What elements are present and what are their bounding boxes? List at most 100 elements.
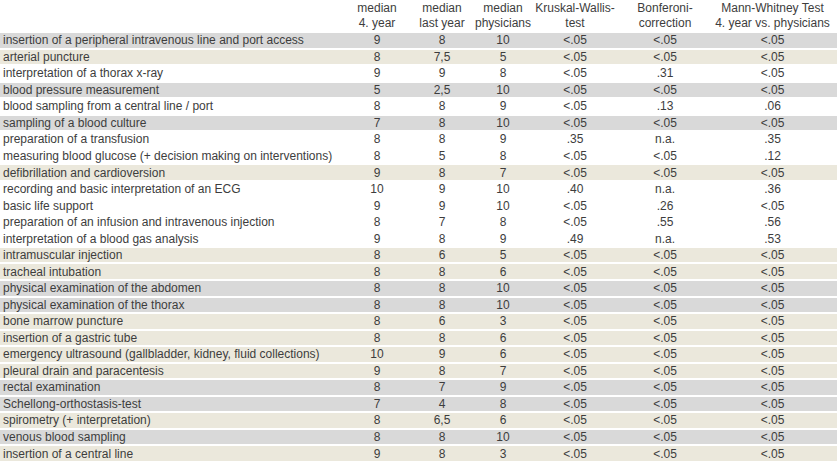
cell-bonferoni: <.05: [622, 397, 708, 411]
cell-median-last-year: 8: [406, 33, 478, 47]
cell-kruskal-wallis: <.05: [528, 50, 622, 64]
procedure-name: blood pressure measurement: [0, 83, 348, 97]
table-row: preparation of an infusion and intraveno…: [0, 215, 837, 232]
table-row: pleural drain and paracentesis 9 8 7 <.0…: [0, 364, 837, 381]
procedure-name: physical examination of the thorax: [0, 298, 348, 312]
cell-median-last-year: 8: [406, 331, 478, 345]
cell-bonferoni: <.05: [622, 380, 708, 394]
table-row: interpretation of a blood gas analysis 9…: [0, 231, 837, 248]
header-line2: last year: [419, 16, 464, 31]
cell-mann-whitney: <.05: [708, 66, 837, 80]
header-line1: median: [357, 1, 396, 16]
procedure-name: rectal examination: [0, 380, 348, 394]
cell-bonferoni: <.05: [622, 265, 708, 279]
table-row: insertion of a peripheral intravenous li…: [0, 33, 837, 50]
cell-median-4-year: 8: [348, 298, 406, 312]
cell-median-physicians: 10: [478, 182, 528, 196]
cell-kruskal-wallis: <.05: [528, 298, 622, 312]
cell-median-4-year: 8: [348, 50, 406, 64]
header-line1: Mann-Whitney Test: [721, 1, 824, 16]
table-row: basic life support 9 9 10 <.05 .26 <.05: [0, 198, 837, 215]
cell-median-last-year: 8: [406, 232, 478, 246]
cell-median-last-year: 8: [406, 132, 478, 146]
table-row: arterial puncture 8 7,5 5 <.05 <.05 <.05: [0, 50, 837, 67]
cell-median-physicians: 7: [478, 364, 528, 378]
procedure-name: insertion of a peripheral intravenous li…: [0, 33, 348, 47]
cell-median-4-year: 8: [348, 215, 406, 229]
cell-median-last-year: 9: [406, 182, 478, 196]
cell-median-last-year: 5: [406, 149, 478, 163]
cell-median-4-year: 7: [348, 116, 406, 130]
cell-mann-whitney: <.05: [708, 331, 837, 345]
cell-median-physicians: 8: [478, 397, 528, 411]
cell-median-4-year: 10: [348, 182, 406, 196]
cell-bonferoni: <.05: [622, 116, 708, 130]
cell-kruskal-wallis: <.05: [528, 380, 622, 394]
cell-median-last-year: 6: [406, 248, 478, 262]
cell-median-last-year: 7,5: [406, 50, 478, 64]
cell-median-physicians: 9: [478, 232, 528, 246]
cell-bonferoni: <.05: [622, 347, 708, 361]
cell-median-last-year: 8: [406, 281, 478, 295]
cell-kruskal-wallis: .35: [528, 132, 622, 146]
cell-kruskal-wallis: <.05: [528, 281, 622, 295]
cell-kruskal-wallis: <.05: [528, 347, 622, 361]
table-row: insertion of a gastric tube 8 8 6 <.05 <…: [0, 331, 837, 348]
table-row: blood pressure measurement 5 2,5 10 <.05…: [0, 83, 837, 100]
cell-median-4-year: 8: [348, 413, 406, 427]
header-line1: median: [422, 1, 461, 16]
procedure-name: sampling of a blood culture: [0, 116, 348, 130]
cell-median-4-year: 9: [348, 166, 406, 180]
cell-median-4-year: 8: [348, 430, 406, 444]
cell-median-physicians: 8: [478, 66, 528, 80]
cell-bonferoni: <.05: [622, 166, 708, 180]
cell-mann-whitney: <.05: [708, 281, 837, 295]
cell-median-last-year: 6: [406, 314, 478, 328]
cell-median-physicians: 6: [478, 331, 528, 345]
cell-median-physicians: 3: [478, 447, 528, 461]
cell-mann-whitney: <.05: [708, 314, 837, 328]
cell-median-physicians: 9: [478, 132, 528, 146]
procedure-name: preparation of a transfusion: [0, 132, 348, 146]
cell-median-last-year: 6,5: [406, 413, 478, 427]
cell-mann-whitney: .56: [708, 215, 837, 229]
cell-median-physicians: 10: [478, 83, 528, 97]
cell-bonferoni: n.a.: [622, 132, 708, 146]
column-header-median-physicians: median physicians: [478, 0, 528, 33]
cell-mann-whitney: <.05: [708, 166, 837, 180]
procedure-name: recording and basic interpretation of an…: [0, 182, 348, 196]
cell-median-last-year: 8: [406, 99, 478, 113]
cell-mann-whitney: <.05: [708, 397, 837, 411]
cell-bonferoni: .26: [622, 199, 708, 213]
table-row: recording and basic interpretation of an…: [0, 182, 837, 199]
table-row: blood sampling from a central line / por…: [0, 99, 837, 116]
procedure-name: physical examination of the abdomen: [0, 281, 348, 295]
cell-median-physicians: 9: [478, 99, 528, 113]
cell-bonferoni: <.05: [622, 331, 708, 345]
cell-mann-whitney: <.05: [708, 298, 837, 312]
cell-median-last-year: 7: [406, 215, 478, 229]
cell-median-physicians: 10: [478, 33, 528, 47]
cell-median-4-year: 5: [348, 83, 406, 97]
cell-mann-whitney: <.05: [708, 430, 837, 444]
header-line1: median: [483, 1, 522, 16]
cell-median-4-year: 10: [348, 347, 406, 361]
header-line1: Bonferoni-: [637, 1, 692, 16]
cell-bonferoni: <.05: [622, 413, 708, 427]
cell-mann-whitney: <.05: [708, 248, 837, 262]
cell-median-last-year: 8: [406, 298, 478, 312]
cell-kruskal-wallis: <.05: [528, 248, 622, 262]
procedure-name: insertion of a central line: [0, 447, 348, 461]
cell-mann-whitney: .06: [708, 99, 837, 113]
table-row: physical examination of the thorax 8 8 1…: [0, 298, 837, 315]
cell-median-4-year: 7: [348, 397, 406, 411]
cell-median-4-year: 9: [348, 33, 406, 47]
table-row: preparation of a transfusion 8 8 9 .35 n…: [0, 132, 837, 149]
cell-median-last-year: 8: [406, 430, 478, 444]
cell-median-4-year: 9: [348, 364, 406, 378]
cell-median-physicians: 9: [478, 380, 528, 394]
cell-kruskal-wallis: <.05: [528, 99, 622, 113]
table-row: spirometry (+ interpretation) 8 6,5 6 <.…: [0, 413, 837, 430]
table-row: Schellong-orthostasis-test 7 4 8 <.05 <.…: [0, 397, 837, 414]
cell-kruskal-wallis: <.05: [528, 83, 622, 97]
